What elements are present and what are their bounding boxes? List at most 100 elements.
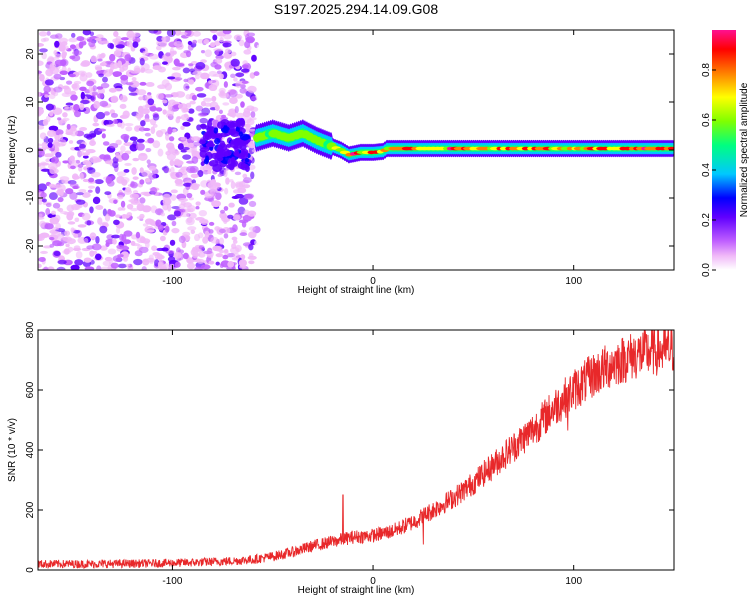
noise-speckle [132, 41, 139, 48]
noise-speckle [157, 84, 167, 90]
noise-speckle [39, 132, 47, 140]
noise-speckle [75, 250, 83, 259]
noise-speckle [186, 217, 193, 224]
noise-speckle [142, 258, 150, 266]
noise-speckle [197, 170, 204, 178]
noise-speckle [159, 128, 167, 134]
noise-speckle [85, 148, 96, 154]
sparse-speckle [274, 233, 281, 237]
noise-speckle [113, 199, 118, 204]
noise-speckle [102, 141, 110, 146]
noise-speckle [74, 217, 80, 223]
noise-speckle [68, 73, 76, 78]
noise-speckle [83, 257, 92, 263]
noise-speckle [73, 110, 82, 118]
noise-speckle [195, 61, 206, 70]
noise-speckle [123, 168, 130, 173]
noise-speckle [104, 214, 111, 222]
noise-speckle [89, 140, 96, 147]
noise-speckle [187, 226, 197, 231]
sparse-speckle [284, 226, 292, 234]
noise-speckle [68, 156, 75, 165]
noise-speckle [234, 171, 242, 176]
noise-speckle [69, 191, 78, 200]
noise-speckle [217, 173, 223, 177]
noise-speckle [164, 225, 170, 233]
noise-speckle [250, 171, 255, 180]
noise-speckle [49, 166, 57, 175]
noise-speckle [223, 33, 232, 40]
sparse-speckle [265, 38, 273, 46]
noise-speckle [235, 112, 245, 119]
noise-speckle [93, 100, 101, 109]
noise-speckle [38, 31, 48, 37]
emergence-blob [213, 127, 219, 134]
noise-speckle [130, 207, 139, 212]
noise-speckle [141, 170, 151, 177]
noise-speckle [210, 236, 219, 244]
noise-speckle [132, 176, 139, 180]
noise-speckle [141, 266, 147, 270]
noise-speckle [239, 232, 248, 237]
noise-speckle [48, 192, 58, 201]
sparse-speckle [265, 87, 272, 94]
noise-speckle [105, 176, 113, 184]
noise-speckle [248, 253, 254, 258]
noise-speckle [101, 133, 106, 139]
noise-speckle [113, 50, 122, 57]
emergence-blob [224, 149, 232, 157]
sparse-speckle [288, 76, 296, 82]
noise-speckle [86, 167, 94, 171]
noise-speckle [204, 49, 212, 58]
noise-speckle [148, 30, 159, 34]
noise-speckle [120, 37, 129, 41]
noise-speckle [242, 214, 252, 222]
sparse-speckle [256, 54, 260, 61]
noise-speckle [94, 253, 102, 261]
noise-speckle [129, 136, 138, 141]
noise-speckle [138, 152, 148, 161]
noise-speckle [105, 160, 113, 165]
noise-speckle [176, 247, 181, 254]
noise-speckle [173, 210, 181, 217]
noise-speckle [99, 62, 107, 67]
noise-speckle [234, 244, 242, 252]
noise-speckle [166, 109, 174, 117]
noise-speckle [99, 100, 109, 107]
noise-speckle [44, 79, 54, 86]
noise-speckle [140, 191, 149, 196]
noise-speckle [208, 221, 215, 226]
noise-speckle [79, 127, 88, 131]
sparse-speckle [287, 33, 292, 39]
noise-speckle [157, 66, 166, 73]
noise-speckle [157, 148, 164, 157]
sparse-speckle [283, 82, 288, 89]
noise-speckle [44, 223, 54, 230]
noise-speckle [69, 90, 77, 96]
noise-speckle [105, 242, 110, 247]
noise-speckle [247, 85, 257, 93]
noise-speckle [110, 262, 119, 269]
noise-speckle [141, 205, 152, 213]
noise-speckle [167, 214, 177, 221]
noise-speckle [94, 37, 102, 42]
noise-speckle [103, 69, 113, 77]
noise-speckle [107, 248, 117, 255]
noise-speckle [49, 62, 56, 69]
noise-speckle [79, 143, 86, 149]
noise-speckle [43, 37, 50, 42]
noise-speckle [180, 201, 186, 206]
noise-speckle [46, 31, 51, 36]
y-tick-label: 800 [25, 321, 36, 338]
noise-speckle [80, 61, 90, 67]
noise-speckle [162, 61, 168, 65]
noise-speckle [188, 108, 195, 114]
y-tick-label: 20 [25, 48, 36, 60]
noise-speckle [109, 62, 115, 71]
emergence-blob [214, 137, 221, 145]
noise-speckle [38, 183, 48, 192]
y-tick-label: 600 [25, 381, 36, 398]
sparse-speckle [266, 238, 270, 243]
noise-speckle [89, 31, 95, 37]
